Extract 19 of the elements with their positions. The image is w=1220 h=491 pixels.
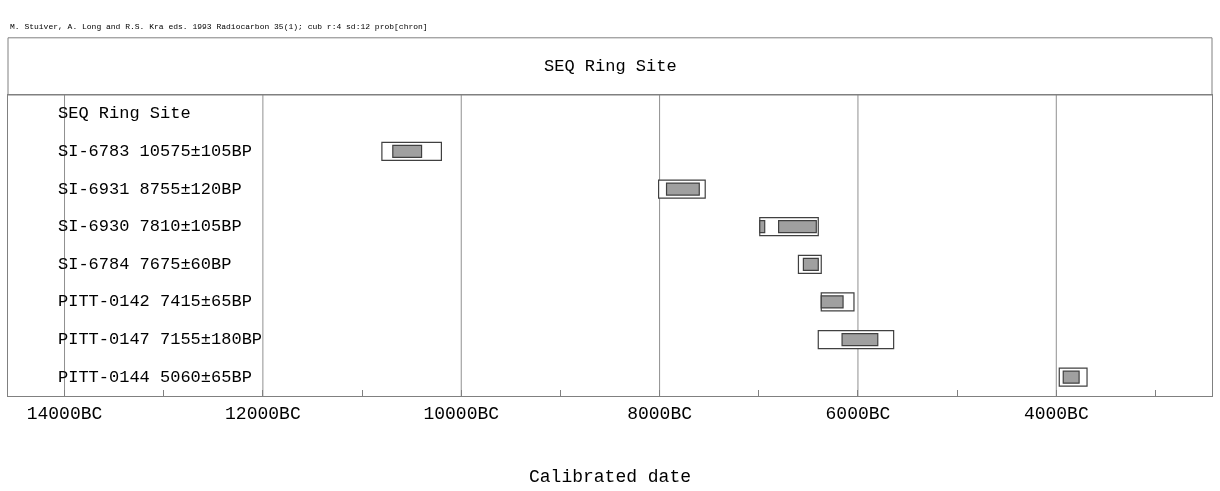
text: M. Stuiver, A. Long and R.S. Kra eds. 1993 Radiocarbon 35(1); cub r:4 sd:12 prob[chron] <box>10 22 428 31</box>
y-tick-label: PITT-0142 7415±65BP <box>58 292 252 311</box>
x-tick-label: 12000BC <box>225 403 301 424</box>
bar <box>841 332 879 347</box>
y-tick-label: SI-6930 7810±105BP <box>58 217 242 236</box>
y-tick-label: SI-6783 10575±105BP <box>58 142 252 161</box>
y-tick-label: SI-6784 7675±60BP <box>58 255 232 274</box>
y-tick-label: SEQ Ring Site <box>58 104 191 123</box>
x-tick-label: 10000BC <box>423 403 500 424</box>
x-tick-label: 6000BC <box>825 403 891 424</box>
x-tick-label: 14000BC <box>26 403 103 424</box>
y-tick-label: PITT-0144 5060±65BP <box>58 368 252 387</box>
y-tick-label: PITT-0147 7155±180BP <box>58 330 263 349</box>
x-tick-label: 4000BC <box>1023 403 1089 424</box>
x-tick-label: 8000BC <box>627 403 693 424</box>
x-axis-title: Calibrated date <box>529 467 692 487</box>
bar <box>392 144 423 159</box>
y-tick-label: SI-6931 8755±120BP <box>58 180 242 199</box>
chart-title: SEQ Ring Site <box>544 57 677 76</box>
